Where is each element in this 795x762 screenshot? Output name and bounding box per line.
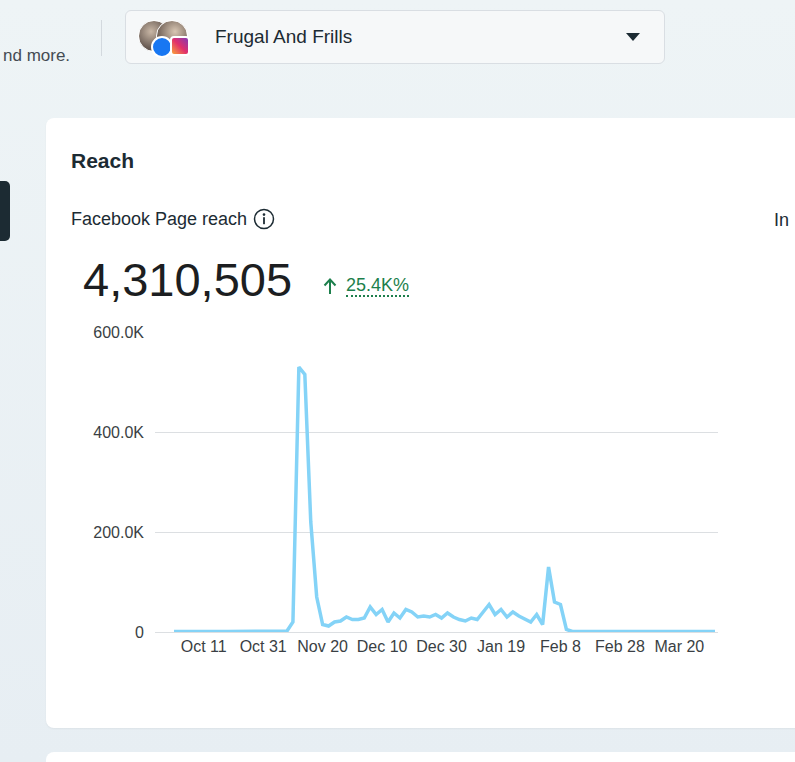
html-text:In: In bbox=[774, 210, 789, 230]
svg-text:Feb 28: Feb 28 bbox=[595, 638, 645, 655]
svg-text:0: 0 bbox=[135, 624, 144, 641]
svg-text:200.0K: 200.0K bbox=[93, 524, 144, 541]
html-text:25.4K%: 25.4K% bbox=[346, 275, 409, 295]
svg-text:600.0K: 600.0K bbox=[93, 324, 144, 341]
svg-text:Oct 11: Oct 11 bbox=[181, 638, 227, 655]
html-text:Facebook Page reach: Facebook Page reach bbox=[71, 208, 248, 229]
svg-text:Jan 19: Jan 19 bbox=[477, 638, 525, 655]
html-text:Frugal And Frills: Frugal And Frills bbox=[215, 26, 353, 47]
html-text:nd more.: nd more. bbox=[3, 46, 71, 65]
svg-text:Dec 10: Dec 10 bbox=[357, 638, 408, 655]
html-text:4,310,505: 4,310,505 bbox=[83, 253, 293, 306]
svg-text:Dec 30: Dec 30 bbox=[416, 638, 467, 655]
svg-text:400.0K: 400.0K bbox=[93, 424, 144, 441]
svg-text:Feb 8: Feb 8 bbox=[540, 638, 581, 655]
svg-text:Mar 20: Mar 20 bbox=[654, 638, 704, 655]
html-text:Reach: Reach bbox=[71, 149, 134, 172]
svg-text:Nov 20: Nov 20 bbox=[297, 638, 348, 655]
svg-text:Oct 31: Oct 31 bbox=[240, 638, 287, 655]
